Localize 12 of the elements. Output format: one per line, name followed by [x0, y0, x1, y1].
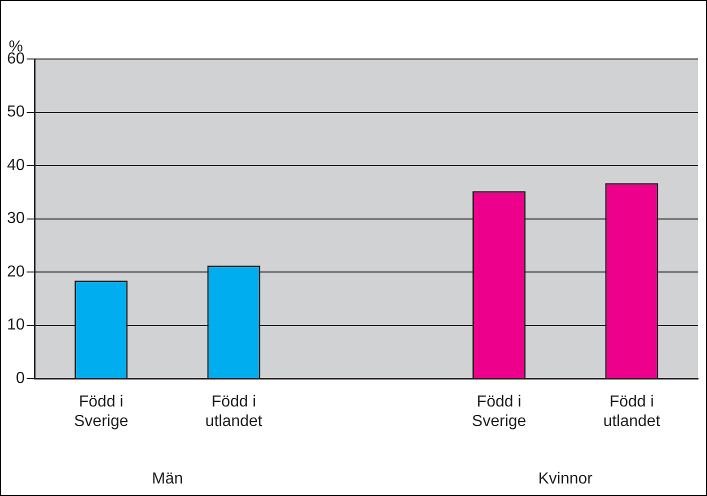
y-tick-label: 50	[7, 104, 25, 121]
x-tick-label: Född i Sverige	[74, 394, 128, 430]
y-tick-label: 0	[16, 370, 25, 388]
x-tick-label: Född i Sverige	[472, 394, 526, 430]
y-tick-label: 20	[7, 263, 25, 280]
y-tick-label: 30	[7, 210, 25, 228]
y-tick-label: 40	[7, 156, 25, 174]
x-tick-label: Född i utlandet	[205, 394, 263, 430]
y-tick-label: 10	[7, 316, 25, 334]
text: Män	[152, 470, 183, 488]
x-tick-label: Född i utlandet	[603, 394, 661, 430]
text: Kvinnor	[538, 470, 594, 488]
